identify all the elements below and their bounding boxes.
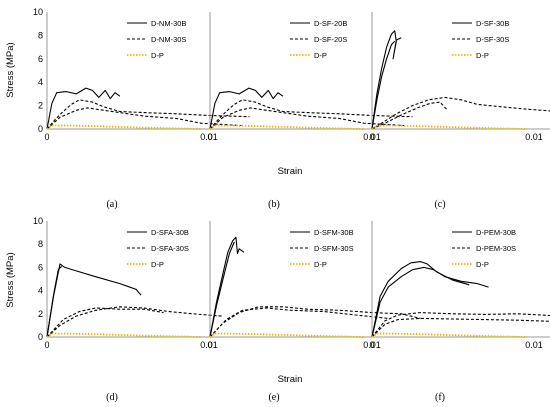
y-tick-label: 8	[38, 239, 43, 249]
x-axis-label-top: Strain	[278, 166, 303, 177]
y-tick-label: 8	[38, 30, 43, 40]
series-line-d-sf-30b	[371, 30, 402, 130]
legend-label: D-P	[314, 51, 327, 60]
y-tick-label: 4	[38, 286, 43, 296]
series-line-d-nm-30s	[46, 99, 250, 130]
series-line-d-p	[46, 124, 201, 130]
y-tick-label: 6	[38, 54, 43, 64]
caption-e: (e)	[268, 392, 279, 403]
series-line-d-p	[371, 124, 526, 130]
series-line-d-sfm-30s	[209, 306, 421, 338]
series-line-d-pem-30s	[371, 312, 550, 338]
x-tick-label: 0.01	[363, 340, 381, 350]
series-line-curve-3	[209, 307, 389, 338]
legend-label: D-SFM-30S	[314, 244, 354, 253]
series-line-d-nm-30b	[46, 87, 121, 130]
series-line-d-sf-20s	[209, 99, 413, 130]
y-tick-label: 4	[38, 77, 43, 87]
legend-label: D-SF-30S	[476, 35, 509, 44]
series-line-d-sf-30s	[371, 96, 550, 130]
y-tick-label: 6	[38, 262, 43, 272]
series-line-curve-2	[46, 107, 242, 130]
series-line-d-p	[46, 332, 201, 338]
legend-label: D-SFM-30B	[314, 228, 354, 237]
y-tick-label: 2	[38, 309, 43, 319]
legend-label: D-SF-20S	[314, 35, 347, 44]
x-tick-label: 0	[369, 132, 374, 142]
series-line-curve-3	[371, 317, 550, 338]
legend-label: D-SFA-30B	[151, 228, 189, 237]
legend-label: D-PEM-30B	[476, 228, 516, 237]
caption-c: (c)	[434, 199, 445, 210]
series-line-curve-3	[46, 307, 164, 338]
x-tick-label: 0	[207, 132, 212, 142]
legend-label: D-SFA-30S	[151, 244, 189, 253]
x-tick-label: 0	[44, 132, 49, 142]
series-line-d-pem-30b	[371, 266, 489, 338]
series-line-curve-1	[209, 241, 235, 338]
y-tick-label: 0	[38, 124, 43, 134]
legend-label: D-P	[151, 260, 164, 269]
series-line-curve-1	[371, 261, 470, 338]
series-line-d-sfa-30b	[46, 263, 142, 338]
series-line-curve-2	[209, 107, 405, 130]
x-tick-label: 0.01	[525, 132, 543, 142]
legend-label: D-P	[151, 51, 164, 60]
caption-d: (d)	[106, 392, 118, 403]
legend-label: D-P	[476, 51, 489, 60]
y-tick-label: 10	[33, 216, 43, 226]
series-line-curve-1	[371, 40, 396, 130]
caption-a: (a)	[106, 199, 117, 210]
x-tick-label: 0	[44, 340, 49, 350]
series-line-curve-3	[371, 101, 447, 130]
legend-label: D-SF-30B	[476, 19, 509, 28]
y-tick-label: 0	[38, 332, 43, 342]
series-line-d-sfa-30s	[46, 306, 223, 338]
legend-label: D-PEM-30S	[476, 244, 516, 253]
y-tick-label: 2	[38, 101, 43, 111]
x-axis-label-bottom: Strain	[278, 374, 303, 385]
legend-label: D-NM-30S	[151, 35, 186, 44]
series-line-d-p	[209, 332, 364, 338]
x-tick-label: 0.01	[200, 132, 218, 142]
series-line-d-sf-20b	[209, 87, 284, 130]
legend-label: D-P	[314, 260, 327, 269]
caption-f: (f)	[435, 392, 445, 403]
y-tick-label: 10	[33, 7, 43, 17]
x-tick-label: 0	[369, 340, 374, 350]
x-tick-label: 0	[207, 340, 212, 350]
y-axis-label-top: Stress (MPa)	[5, 42, 16, 97]
x-tick-label: 0.01	[525, 340, 543, 350]
legend-label: D-P	[476, 260, 489, 269]
series-line-d-sfm-30b	[209, 236, 245, 338]
x-tick-label: 0.01	[363, 132, 381, 142]
x-tick-label: 0.01	[200, 340, 218, 350]
series-line-curve-1	[46, 265, 63, 338]
series-line-d-p	[209, 124, 364, 130]
legend-label: D-NM-30B	[151, 19, 186, 28]
caption-b: (b)	[268, 199, 280, 210]
series-line-d-p	[371, 332, 526, 338]
legend-label: D-SF-20B	[314, 19, 347, 28]
y-axis-label-bottom: Stress (MPa)	[5, 252, 16, 307]
